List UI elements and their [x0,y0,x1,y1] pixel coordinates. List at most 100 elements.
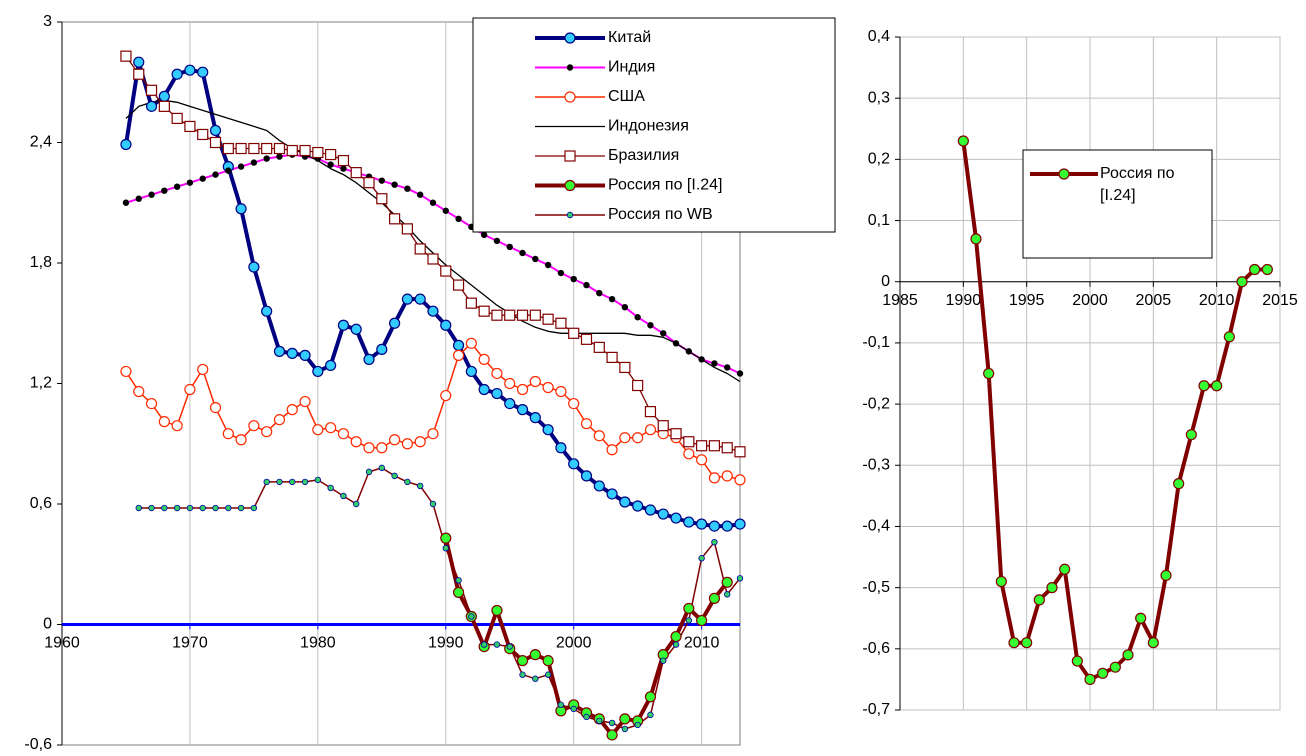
marker [429,199,437,206]
y-tick-label: 3 [43,13,52,30]
x-tick-label: 2010 [684,635,720,652]
marker [161,187,168,194]
marker [273,142,286,155]
marker [414,243,426,255]
marker [276,153,283,160]
marker [401,223,413,235]
marker [237,504,245,512]
marker [698,555,705,562]
marker [122,199,130,206]
marker [544,671,552,678]
marker [1147,637,1159,649]
marker [493,641,501,648]
marker [337,428,350,440]
marker [696,440,708,452]
marker [248,142,260,155]
marker [133,68,145,80]
marker [314,476,322,484]
marker [480,231,488,239]
marker [286,347,298,359]
marker [171,420,183,432]
marker [1109,661,1121,673]
marker [212,504,219,512]
marker [529,309,541,321]
y-tick-label: 0,1 [868,212,890,229]
marker [376,442,388,454]
marker [593,341,605,353]
marker [327,161,334,168]
marker [708,520,721,532]
marker [452,279,465,291]
marker [708,592,721,604]
marker [632,432,644,444]
marker [555,442,567,454]
marker [542,655,554,667]
marker [1135,612,1147,624]
marker [133,56,145,68]
marker [363,442,375,454]
marker [1122,649,1134,661]
marker [516,383,529,396]
marker [1261,263,1273,276]
marker [657,420,669,432]
marker [391,472,398,480]
marker [593,430,605,442]
marker [248,261,260,273]
marker [593,480,605,492]
marker [529,412,541,424]
marker [237,163,245,170]
marker [440,265,452,277]
marker [555,317,567,329]
x-tick-label: 2000 [556,635,592,652]
marker [312,146,324,159]
y-tick-label: 1,8 [30,254,52,271]
marker [1211,380,1223,392]
marker [672,340,680,347]
marker [504,377,516,390]
marker [337,154,350,167]
marker [570,275,577,283]
marker [225,504,232,512]
legend-marker [566,64,574,71]
marker [299,144,311,157]
marker [619,713,631,725]
marker [621,303,629,311]
marker [493,237,501,245]
marker [644,504,657,516]
marker [504,397,516,410]
marker [440,319,452,331]
marker [619,496,631,508]
marker [583,281,590,289]
marker [568,397,580,410]
marker [427,253,439,265]
marker [544,261,552,269]
y-tick-label: -0,4 [862,518,890,535]
marker [312,424,324,436]
legend-label: Россия по WB [608,206,713,223]
marker [596,289,603,297]
legend-label: Россия по [I.24] [1100,165,1175,204]
marker [570,705,577,713]
x-tick-label: 2015 [1262,292,1298,309]
marker [337,319,350,331]
y-tick-label: -0,3 [862,456,890,473]
marker [596,717,603,725]
marker [532,675,539,682]
marker [261,426,273,438]
marker [721,442,733,454]
x-tick-label: 1980 [300,635,336,652]
y-tick-label: 2,4 [30,134,52,151]
marker [734,518,746,530]
marker [529,375,541,388]
legend-label: США [608,88,645,105]
marker [647,322,654,329]
marker [301,478,309,486]
marker [557,269,565,277]
marker [606,488,618,500]
marker [644,691,657,703]
marker [568,327,580,339]
marker [519,671,526,678]
marker [736,370,744,377]
marker [657,508,669,520]
marker [442,207,449,214]
